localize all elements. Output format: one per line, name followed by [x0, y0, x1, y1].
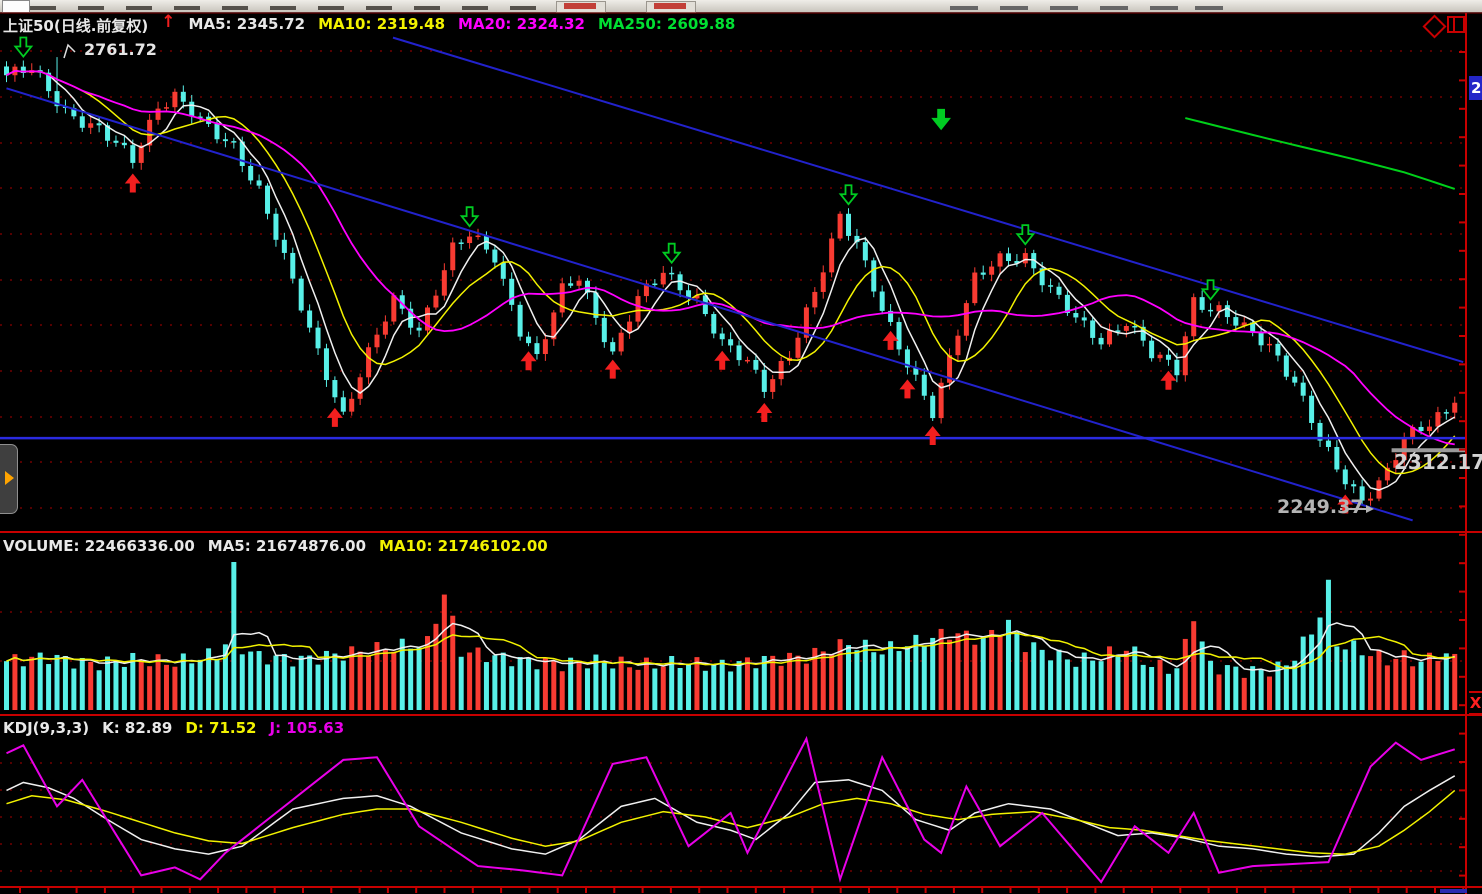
kdj-k-value: K: 82.89 [102, 719, 173, 737]
ma5-value: MA5: 2345.72 [188, 15, 306, 33]
toolbar-item[interactable] [1050, 6, 1078, 10]
trend-lines [0, 36, 1466, 522]
toolbar-item[interactable] [30, 6, 56, 10]
kdj-header: KDJ(9,3,3) K: 82.89 D: 71.52 J: 105.63 [3, 719, 344, 737]
toolbar-item[interactable] [1150, 6, 1178, 10]
toolbar-item[interactable] [126, 6, 152, 10]
signal-up-arrow-icon: ↑ [161, 12, 176, 32]
toolbar-item[interactable] [366, 6, 392, 10]
current-price-label: 2312.17 [1394, 450, 1482, 474]
toolbar-item[interactable] [654, 3, 686, 9]
low-price-label: 2249.37 [1277, 496, 1364, 518]
toolbar-item[interactable] [564, 3, 596, 9]
volume-ma10-value: MA10: 21746102.00 [379, 537, 548, 555]
grid-lines [0, 50, 1466, 872]
volume-value: VOLUME: 22466336.00 [3, 537, 195, 555]
toolbar-item[interactable] [414, 6, 440, 10]
volume-ma5-value: MA5: 21674876.00 [207, 537, 367, 555]
ma250-value: MA250: 2609.88 [597, 15, 736, 33]
toolbar-item[interactable] [78, 6, 104, 10]
kdj-title: KDJ(9,3,3) [3, 719, 90, 737]
volume-bars [4, 562, 1458, 710]
axis-price-badge: 2 [1469, 76, 1482, 100]
expand-arrow-icon [5, 471, 14, 485]
toolbar-item[interactable] [222, 6, 248, 10]
kdj-j-value: J: 105.63 [269, 719, 345, 737]
toolbar-item[interactable] [510, 6, 536, 10]
split-window-icon[interactable] [1447, 16, 1465, 33]
volume-pane-close-button[interactable]: X [1469, 691, 1482, 715]
pane-frame [0, 12, 1482, 894]
scrollbar-chip[interactable] [1440, 889, 1467, 893]
volume-ma-lines [6, 622, 1455, 673]
volume-header: VOLUME: 22466336.00 MA5: 21674876.00 MA1… [3, 537, 548, 555]
high-price-label: 2761.72 [84, 40, 157, 59]
toolbar-item[interactable] [462, 6, 488, 10]
symbol-title: 上证50(日线.前复权) [3, 17, 149, 35]
toolbar-item[interactable] [270, 6, 296, 10]
kdj-lines [6, 735, 1456, 884]
toolbar-item[interactable] [174, 6, 200, 10]
toolbar-item[interactable] [950, 6, 978, 10]
ma10-value: MA10: 2319.48 [318, 15, 446, 33]
toolbar-item[interactable] [1100, 6, 1128, 10]
signal-markers [13, 36, 1354, 514]
kdj-d-value: D: 71.52 [185, 719, 257, 737]
toolbar-item[interactable] [1000, 6, 1028, 10]
sidebar-expand-handle[interactable] [0, 444, 18, 514]
ma20-value: MA20: 2324.32 [458, 15, 585, 33]
split-window-divider [1453, 18, 1455, 31]
toolbar-item[interactable] [318, 6, 344, 10]
price-ma-lines [6, 70, 1456, 491]
main-chart-header: 上证50(日线.前复权) ↑ MA5: 2345.72 MA10: 2319.4… [3, 12, 736, 36]
toolbar-item[interactable] [1195, 6, 1223, 10]
